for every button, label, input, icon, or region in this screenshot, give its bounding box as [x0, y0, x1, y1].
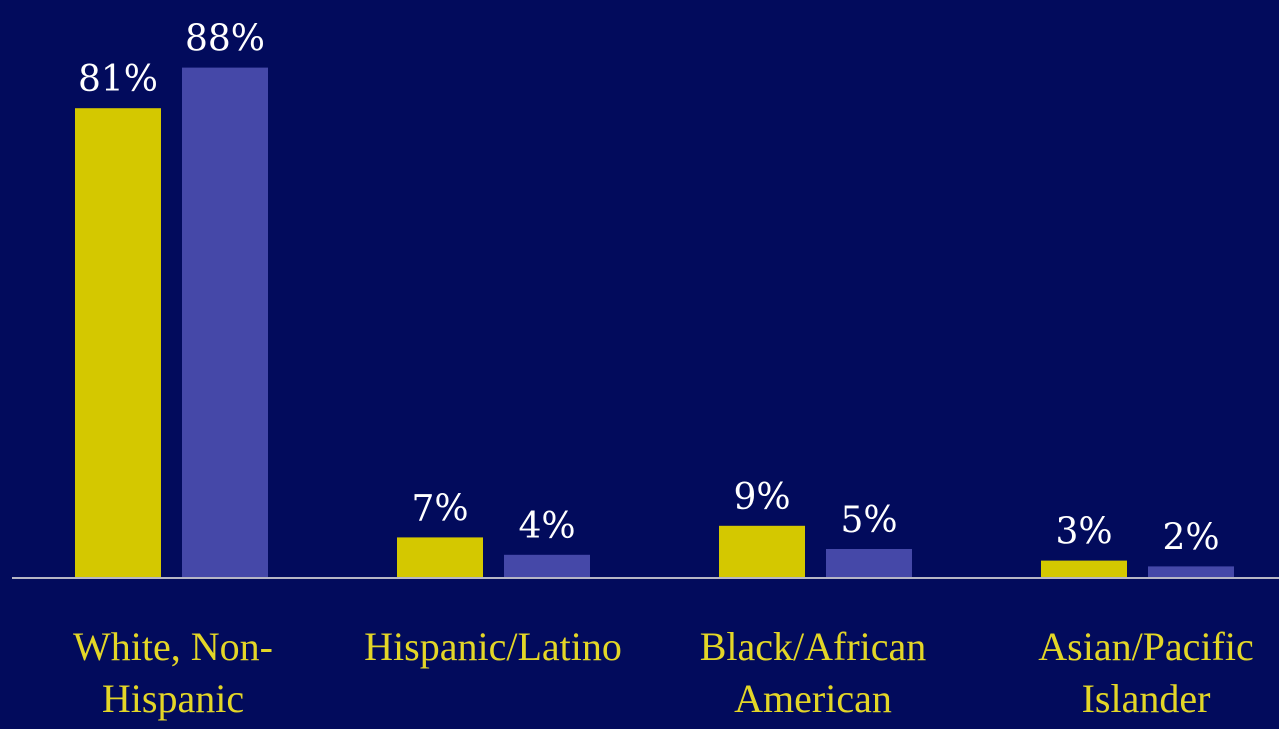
bar-1-series-1 [504, 554, 590, 578]
bar-0-series-0 [75, 108, 161, 578]
bar-3-series-1 [1148, 566, 1234, 578]
bar-2-series-0 [719, 525, 805, 578]
bar-0-series-1 [182, 67, 268, 578]
value-label-1-series-1: 4% [518, 506, 575, 547]
value-label-0-series-1: 88% [185, 19, 265, 60]
value-label-3-series-0: 3% [1055, 512, 1112, 553]
value-label-2-series-0: 9% [733, 477, 790, 518]
value-label-1-series-0: 7% [411, 488, 468, 529]
category-label-3-line-1: Islander [1082, 676, 1211, 721]
value-label-0-series-0: 81% [78, 59, 158, 100]
bar-1-series-0 [397, 537, 483, 578]
category-label-0-line-1: Hispanic [102, 676, 244, 721]
bar-3-series-0 [1041, 560, 1127, 578]
bar-2-series-1 [826, 549, 912, 578]
value-labels-group: 81% 88% 7% 4% 9% 5% 3% 2% [78, 19, 1220, 559]
value-label-2-series-1: 5% [840, 500, 897, 541]
category-label-2-line-1: American [734, 676, 892, 721]
category-label-2-line-0: Black/African [700, 624, 927, 669]
bars-group [75, 67, 1234, 578]
category-labels-group: White, Non- Hispanic Hispanic/Latino Black/… [73, 624, 1254, 721]
value-label-3-series-1: 2% [1162, 517, 1219, 558]
category-label-1-line-0: Hispanic/Latino [364, 624, 622, 669]
category-label-0-line-0: White, Non- [73, 624, 273, 669]
category-label-3-line-0: Asian/Pacific [1038, 624, 1254, 669]
